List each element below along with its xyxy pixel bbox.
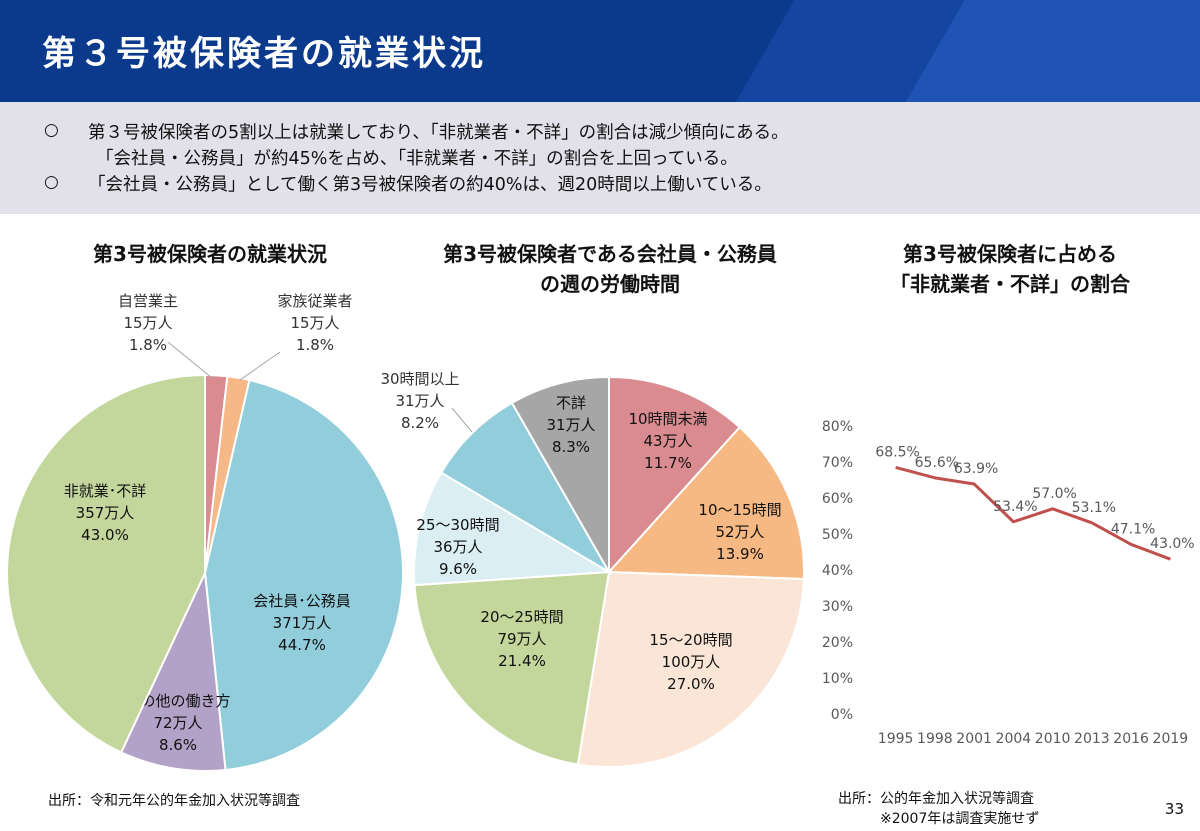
data-label: 57.0% <box>1032 486 1076 502</box>
slice-label: 9.6% <box>439 560 477 578</box>
slice-label: 15～20時間 <box>649 631 732 649</box>
x-tick-label: 1998 <box>917 731 953 747</box>
summary-line-2: 「会社員・公務員」が約45%を占め、「非就業者・不詳」の割合を上回っている。 <box>96 149 738 169</box>
slice-label: 10～15時間 <box>698 501 781 519</box>
page-number: 33 <box>1164 800 1184 818</box>
working-hours-pie-chart: 10時間未満 43万人 11.7% 10～15時間 52万人 13.9% 15～20時間 10… <box>380 370 805 768</box>
slice-label: 100万人 <box>662 653 721 671</box>
x-tick-label: 2013 <box>1074 731 1110 747</box>
slice-label: 11.7% <box>644 454 692 472</box>
pie-slice <box>203 378 404 772</box>
slice-label: 25～30時間 <box>416 516 499 534</box>
slice-label: 非就業･不詳 <box>64 482 147 500</box>
summary-box: ○ 第３号被保険者の5割以上は就業しており、「非就業者・不詳」の割合は減少傾向に… <box>0 102 1200 214</box>
chart3-title-line2: 「非就業者・不詳」の割合 <box>890 272 1130 296</box>
y-tick-label: 30% <box>822 599 853 615</box>
data-label: 63.9% <box>954 461 998 477</box>
y-tick-label: 10% <box>822 671 853 687</box>
data-label: 65.6% <box>915 455 959 471</box>
source-note-right: 出所：公的年金加入状況等調査 <box>838 791 1034 807</box>
slice-label: 8.3% <box>552 438 590 456</box>
pie-slice <box>608 375 742 575</box>
slice-label: 44.7% <box>278 636 326 654</box>
slice-label: 43万人 <box>643 432 692 450</box>
y-tick-label: 70% <box>822 455 853 471</box>
chart3-title-line1: 第3号被保険者に占める <box>903 242 1117 266</box>
employment-status-pie-chart: 自営業主 15万人 1.8% 家族従業者 15万人 1.8% 会社員･公務員 371万人 44.… <box>6 292 404 772</box>
leader-line <box>167 341 213 379</box>
slice-label: 8.2% <box>401 414 439 432</box>
chart1-title: 第3号被保険者の就業状況 <box>93 242 327 266</box>
pie-slice <box>439 401 612 575</box>
x-tick-label: 2004 <box>996 731 1032 747</box>
title-bar: 第３号被保険者の就業状況 <box>0 0 1200 102</box>
source-footnote: ※2007年は調査実施せず <box>880 811 1040 827</box>
pie-slice <box>606 425 805 581</box>
pie-slice <box>413 570 611 766</box>
pie-slice <box>119 569 227 772</box>
slice-label: その他の働き方 <box>125 692 230 710</box>
slice-label: 27.0% <box>667 675 715 693</box>
slice-label: 30時間以上 <box>380 370 459 388</box>
slice-label: 36万人 <box>433 538 482 556</box>
slice-label: 会社員･公務員 <box>253 592 351 610</box>
y-tick-label: 20% <box>822 635 853 651</box>
summary-line-3: 「会社員・公務員」として働く第3号被保険者の約40%は、週20時間以上働いている… <box>88 175 772 195</box>
bullet-icon: ○ <box>44 172 59 192</box>
slice-label: 72万人 <box>153 714 202 732</box>
slice-label: 10時間未満 <box>628 410 707 428</box>
data-label: 53.1% <box>1072 500 1116 516</box>
series-line <box>895 465 1171 561</box>
slice-label: 79万人 <box>497 630 546 648</box>
leader-line <box>239 351 281 381</box>
slice-label: 20～25時間 <box>480 608 563 626</box>
pie-slice <box>413 471 613 587</box>
leader-line <box>451 407 473 433</box>
x-tick-label: 2016 <box>1113 731 1149 747</box>
pie-slice <box>6 373 206 754</box>
slice-label: 31万人 <box>395 392 444 410</box>
y-tick-label: 40% <box>822 563 853 579</box>
x-tick-label: 2019 <box>1153 731 1189 747</box>
y-tick-label: 60% <box>822 491 853 507</box>
slice-label: 31万人 <box>546 416 595 434</box>
source-note-left: 出所：令和元年公的年金加入状況等調査 <box>48 793 300 809</box>
data-label: 47.1% <box>1111 521 1155 537</box>
x-tick-label: 2001 <box>956 731 992 747</box>
data-label: 53.4% <box>993 499 1037 515</box>
data-label: 43.0% <box>1150 536 1194 552</box>
x-tick-label: 1995 <box>878 731 914 747</box>
pie-slice <box>510 375 610 576</box>
pie-slice <box>576 570 805 768</box>
slice-label: 15万人 <box>123 314 172 332</box>
y-tick-label: 50% <box>822 527 853 543</box>
non-employed-ratio-line-chart: 0%10%20%30%40%50%60%70%80%1995 1998 2001 20… <box>822 419 1195 747</box>
slice-label: 15万人 <box>290 314 339 332</box>
slice-label: 21.4% <box>498 652 546 670</box>
x-tick-label: 2010 <box>1035 731 1071 747</box>
slice-label: 1.8% <box>296 336 334 354</box>
slice-label: 家族従業者 <box>277 292 352 310</box>
slice-label: 52万人 <box>715 523 764 541</box>
slice-label: 8.6% <box>159 736 197 754</box>
slice-label: 1.8% <box>129 336 167 354</box>
slice-label: 13.9% <box>716 545 764 563</box>
data-label: 68.5% <box>875 444 919 460</box>
y-tick-label: 80% <box>822 419 853 435</box>
slice-label: 不詳 <box>556 394 586 412</box>
summary-line-1: 第３号被保険者の5割以上は就業しており、「非就業者・不詳」の割合は減少傾向にある… <box>88 123 789 143</box>
chart2-title-line2: の週の労働時間 <box>540 272 680 296</box>
slice-label: 自営業主 <box>118 292 178 310</box>
slice-label: 357万人 <box>76 504 135 522</box>
y-tick-label: 0% <box>831 707 853 723</box>
bullet-icon: ○ <box>44 120 59 140</box>
slice-label: 371万人 <box>273 614 332 632</box>
page-title: 第３号被保険者の就業状況 <box>42 34 486 74</box>
chart2-title-line1: 第3号被保険者である会社員・公務員 <box>443 242 777 266</box>
slice-label: 43.0% <box>81 526 129 544</box>
